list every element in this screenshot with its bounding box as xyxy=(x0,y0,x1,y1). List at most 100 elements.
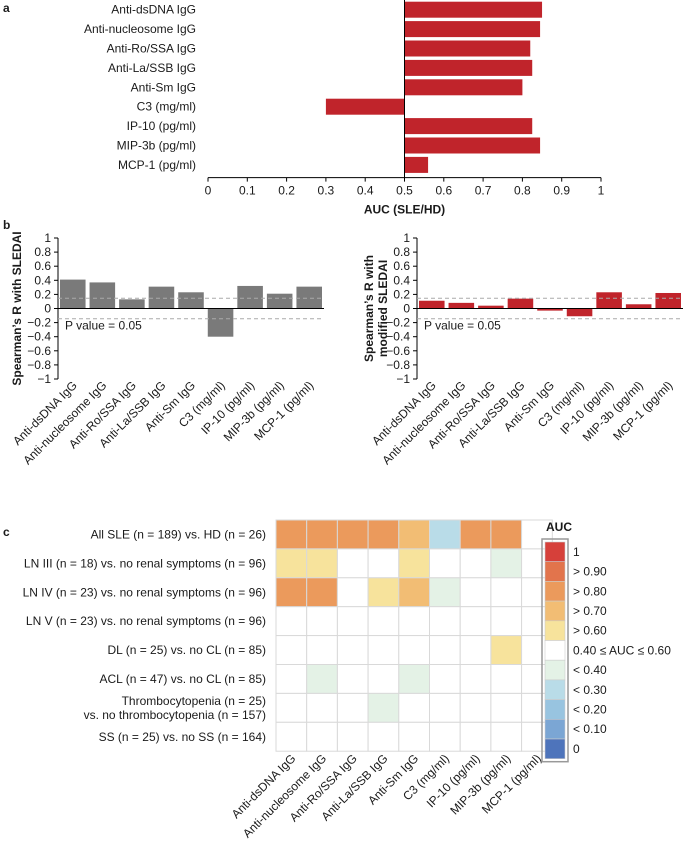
heatmap-cell xyxy=(429,692,461,723)
y-tick-label: 0.6 xyxy=(34,259,51,273)
heatmap-cell xyxy=(306,577,338,608)
correlation-bar xyxy=(625,304,652,309)
legend-label: > 0.90 xyxy=(573,565,607,579)
y-tick-label: −0.2 xyxy=(386,316,410,330)
y-axis-title: Spearman’s R with SLEDAI xyxy=(10,231,24,385)
y-tick-label: 0 xyxy=(44,302,51,316)
category-label: Anti-Sm IgG xyxy=(131,80,196,94)
legend-swatch xyxy=(544,679,566,700)
y-tick-label: −0.6 xyxy=(386,344,410,358)
panel-a-letter: a xyxy=(3,1,10,15)
x-tick-label: 0.3 xyxy=(318,184,335,198)
heatmap-cell xyxy=(398,692,430,723)
legend-label: < 0.10 xyxy=(573,722,607,736)
heatmap-cell xyxy=(490,664,523,694)
correlation-bar xyxy=(448,302,475,309)
category-label: Anti-La/SSB IgG xyxy=(108,61,196,75)
heatmap-cell xyxy=(429,721,461,752)
y-tick-label: 0 xyxy=(403,302,410,316)
heatmap-cell xyxy=(429,664,461,694)
auc-bar xyxy=(404,40,531,57)
correlation-bar xyxy=(237,285,263,309)
y-tick-label: −0.8 xyxy=(386,358,410,372)
auc-bar xyxy=(404,21,541,38)
heatmap-cell xyxy=(398,548,430,579)
x-tick-label: 0.9 xyxy=(553,184,570,198)
heatmap-cell xyxy=(306,548,338,579)
panel-b-letter: b xyxy=(3,218,10,232)
y-tick-label: 0.6 xyxy=(393,259,410,273)
x-axis-title: AUC (SLE/HD) xyxy=(364,203,445,217)
legend-swatch xyxy=(544,640,566,661)
heatmap-cell xyxy=(306,635,338,665)
heatmap-cell xyxy=(275,519,308,550)
category-label: MCP-1 (pg/ml) xyxy=(118,158,196,172)
heatmap-cell xyxy=(429,519,461,550)
y-tick-label: 0.2 xyxy=(34,287,51,301)
auc-heatmap: All SLE (n = 189) vs. HD (n = 26) LN III … xyxy=(23,519,671,841)
sledai-correlation-chart: 10.80.60.40.20−0.2−0.4−0.6−0.8−1 P value … xyxy=(10,231,324,467)
heatmap-cell xyxy=(336,577,369,608)
heatmap-cell xyxy=(275,664,308,694)
y-tick-label: 0.2 xyxy=(393,287,410,301)
heatmap-cell xyxy=(367,519,400,550)
correlation-bar xyxy=(148,286,175,309)
legend-swatch xyxy=(544,718,566,740)
p-value-label: P value = 0.05 xyxy=(424,318,501,332)
heatmap-cell xyxy=(490,692,523,723)
correlation-bar xyxy=(296,286,322,309)
heatmap-cell xyxy=(429,606,461,637)
heatmap-cell xyxy=(367,635,400,665)
heatmap-cell xyxy=(306,721,338,752)
x-tick-label: 0.2 xyxy=(278,184,295,198)
category-label: C3 (mg/ml) xyxy=(137,100,196,114)
y-tick-label: 1 xyxy=(44,231,51,245)
legend-label: 0 xyxy=(573,742,580,756)
auc-bar xyxy=(404,137,541,154)
correlation-bar xyxy=(507,298,534,309)
y-tick-label: 0.4 xyxy=(34,273,51,287)
heatmap-cell xyxy=(490,606,523,637)
correlation-bar xyxy=(419,300,445,309)
heatmap-cell xyxy=(367,692,400,723)
y-tick-label: −0.2 xyxy=(27,316,51,330)
heatmap-cell xyxy=(336,606,369,637)
legend-label: > 0.80 xyxy=(573,584,607,598)
row-label: Thrombocytopenia (n = 25) xyxy=(122,694,266,708)
row-label: LN IV (n = 23) vs. no renal symptoms (n … xyxy=(23,585,266,599)
heatmap-cell xyxy=(459,548,492,579)
correlation-bar xyxy=(566,308,593,317)
heatmap-cell xyxy=(306,692,338,723)
heatmap-cell xyxy=(336,635,369,665)
heatmap-cell xyxy=(336,548,369,579)
legend-label: 0.40 ≤ AUC ≤ 0.60 xyxy=(573,643,671,657)
heatmap-cell xyxy=(398,606,430,637)
heatmap-cell xyxy=(459,664,492,694)
correlation-bar xyxy=(89,282,116,309)
legend-label: < 0.40 xyxy=(573,663,607,677)
correlation-bar xyxy=(178,292,204,309)
legend-label: < 0.30 xyxy=(573,683,607,697)
legend-label: > 0.60 xyxy=(573,624,607,638)
heatmap-cell xyxy=(398,577,430,608)
heatmap-cell xyxy=(459,606,492,637)
category-label: MIP-3b (pg/ml) xyxy=(117,139,196,153)
heatmap-cell xyxy=(275,635,308,665)
heatmap-cell xyxy=(367,577,400,608)
y-tick-label: −0.6 xyxy=(27,344,51,358)
heatmap-cell xyxy=(490,721,523,752)
heatmap-cell xyxy=(490,548,523,579)
correlation-bar xyxy=(60,279,86,309)
heatmap-cell xyxy=(398,664,430,694)
heatmap-cell xyxy=(306,664,338,694)
row-label: SS (n = 25) vs. no SS (n = 164) xyxy=(99,730,266,744)
row-label: LN V (n = 23) vs. no renal symptoms (n =… xyxy=(26,614,266,628)
heatmap-cell xyxy=(367,664,400,694)
row-label: DL (n = 25) vs. no CL (n = 85) xyxy=(107,643,266,657)
row-label: All SLE (n = 189) vs. HD (n = 26) xyxy=(91,527,266,541)
x-tick-label: 0.6 xyxy=(435,184,452,198)
heatmap-cell xyxy=(459,577,492,608)
p-value-label: P value = 0.05 xyxy=(65,318,142,332)
y-tick-label: 0.8 xyxy=(34,245,51,259)
